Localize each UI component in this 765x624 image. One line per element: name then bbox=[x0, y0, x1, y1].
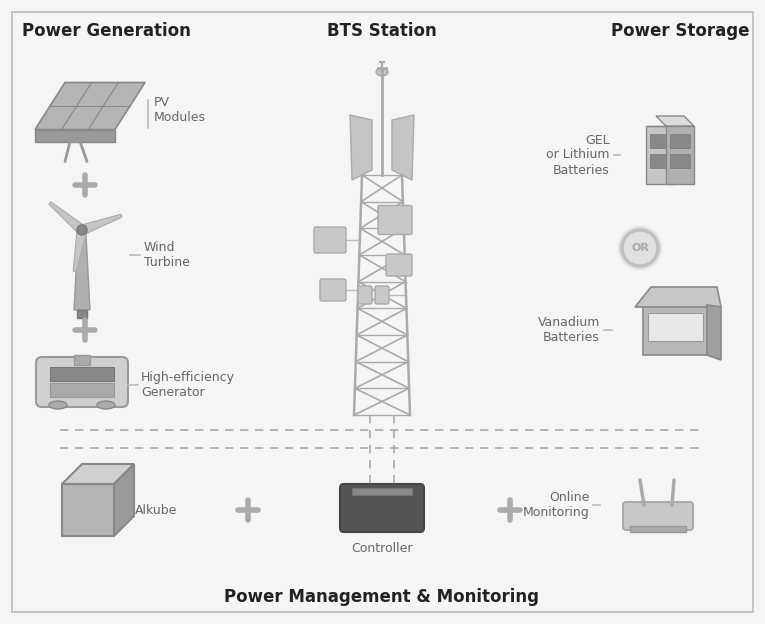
Bar bbox=[77, 310, 87, 318]
FancyBboxPatch shape bbox=[340, 484, 424, 532]
FancyBboxPatch shape bbox=[386, 254, 412, 276]
Text: PV
Modules: PV Modules bbox=[154, 96, 206, 124]
Bar bbox=[650, 154, 670, 168]
Text: Online
Monitoring: Online Monitoring bbox=[523, 491, 590, 519]
Text: Power Management & Monitoring: Power Management & Monitoring bbox=[224, 588, 539, 606]
Polygon shape bbox=[350, 115, 372, 180]
Text: Power Generation: Power Generation bbox=[22, 22, 191, 40]
FancyBboxPatch shape bbox=[358, 286, 372, 304]
Polygon shape bbox=[49, 202, 85, 234]
Ellipse shape bbox=[376, 68, 388, 76]
Bar bbox=[50, 367, 114, 381]
Polygon shape bbox=[392, 115, 414, 180]
Ellipse shape bbox=[49, 401, 67, 409]
Polygon shape bbox=[35, 130, 115, 142]
Bar bbox=[50, 383, 114, 397]
FancyBboxPatch shape bbox=[375, 286, 389, 304]
Polygon shape bbox=[74, 235, 90, 310]
Ellipse shape bbox=[97, 401, 115, 409]
Text: OR: OR bbox=[631, 243, 649, 253]
Polygon shape bbox=[35, 82, 145, 130]
Polygon shape bbox=[73, 229, 87, 271]
Bar bbox=[646, 126, 674, 184]
FancyBboxPatch shape bbox=[320, 279, 346, 301]
Bar bbox=[630, 526, 686, 532]
Text: Wind
Turbine: Wind Turbine bbox=[144, 241, 190, 269]
Bar bbox=[352, 488, 412, 495]
Text: Vanadium
Batteries: Vanadium Batteries bbox=[538, 316, 600, 344]
Bar bbox=[648, 313, 703, 341]
Text: Controller: Controller bbox=[351, 542, 413, 555]
Text: GEL
or Lithium
Batteries: GEL or Lithium Batteries bbox=[546, 134, 610, 177]
FancyBboxPatch shape bbox=[623, 502, 693, 530]
Text: BTS Station: BTS Station bbox=[327, 22, 437, 40]
Circle shape bbox=[622, 230, 658, 266]
Bar bbox=[650, 134, 670, 148]
Polygon shape bbox=[635, 287, 721, 307]
Circle shape bbox=[618, 226, 662, 270]
Polygon shape bbox=[114, 464, 134, 536]
Text: Power Storage: Power Storage bbox=[611, 22, 750, 40]
Polygon shape bbox=[707, 305, 721, 360]
Polygon shape bbox=[656, 116, 694, 126]
FancyBboxPatch shape bbox=[36, 357, 128, 407]
Polygon shape bbox=[80, 214, 122, 235]
FancyBboxPatch shape bbox=[378, 205, 412, 235]
FancyBboxPatch shape bbox=[314, 227, 346, 253]
Bar bbox=[666, 126, 694, 184]
Bar bbox=[62, 484, 114, 536]
Polygon shape bbox=[62, 464, 134, 484]
Circle shape bbox=[77, 225, 87, 235]
Text: High-efficiency
Generator: High-efficiency Generator bbox=[141, 371, 235, 399]
Bar bbox=[643, 305, 708, 355]
Bar bbox=[74, 355, 90, 365]
Bar bbox=[670, 154, 690, 168]
Bar bbox=[670, 134, 690, 148]
Text: Alkube: Alkube bbox=[135, 504, 177, 517]
